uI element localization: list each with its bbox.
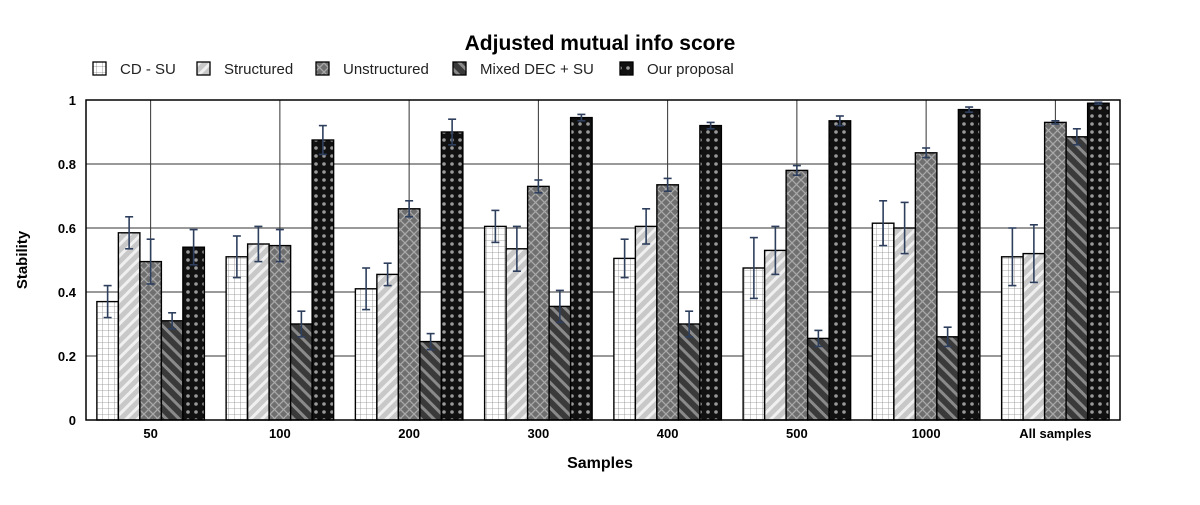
legend-swatch bbox=[452, 61, 467, 76]
bar-cd-su-400 bbox=[613, 257, 637, 421]
legend-swatch bbox=[315, 61, 330, 76]
bar-mixed-dec-su-300 bbox=[548, 305, 572, 421]
x-tick-label: 200 bbox=[398, 426, 420, 441]
x-axis-label: Samples bbox=[567, 455, 633, 472]
bar-our-proposal-300 bbox=[569, 116, 593, 421]
bar-mixed-dec-su-500 bbox=[806, 337, 830, 421]
y-tick-label: 0.6 bbox=[58, 221, 76, 236]
error-bars bbox=[103, 101, 1103, 351]
bar-unstructured-100 bbox=[268, 244, 292, 421]
plot-frame bbox=[85, 99, 1121, 421]
bar-our-proposal-200 bbox=[440, 131, 464, 421]
bar-our-proposal-1000 bbox=[957, 108, 981, 421]
y-tick-label: 0 bbox=[69, 413, 76, 428]
x-axis-ticks: 50 100 200 300 400 500 1000 All samples bbox=[143, 426, 1091, 441]
bar-cd-su-50 bbox=[96, 300, 120, 421]
bars bbox=[96, 102, 1110, 421]
legend-swatch bbox=[619, 61, 634, 76]
legend-label: Mixed DEC + SU bbox=[480, 61, 594, 78]
bar-mixed-dec-su-100 bbox=[289, 323, 313, 421]
bar-cd-su-100 bbox=[225, 256, 249, 421]
bar-unstructured-1000 bbox=[914, 152, 938, 421]
legend-swatch bbox=[196, 61, 211, 76]
bar-unstructured-50 bbox=[139, 260, 163, 421]
bar-structured-200 bbox=[376, 273, 400, 421]
bar-unstructured-400 bbox=[656, 184, 680, 421]
bar-unstructured-300 bbox=[526, 185, 550, 421]
bar-our-proposal-100 bbox=[311, 139, 335, 421]
y-tick-label: 0.8 bbox=[58, 157, 76, 172]
legend-label: Our proposal bbox=[647, 61, 734, 78]
bar-mixed-dec-su-50 bbox=[160, 320, 184, 421]
legend-label: Structured bbox=[224, 61, 293, 78]
legend: CD - SU Structured Unstructured Mixed DEC +… bbox=[92, 61, 734, 78]
chart-title: Adjusted mutual info score bbox=[465, 32, 736, 55]
bar-unstructured-all-samples bbox=[1043, 121, 1067, 421]
bar-mixed-dec-su-1000 bbox=[936, 336, 960, 421]
y-tick-label: 0.2 bbox=[58, 349, 76, 364]
bar-cd-su-300 bbox=[483, 225, 507, 421]
bar-mixed-dec-su-400 bbox=[677, 323, 701, 421]
x-tick-label: 300 bbox=[528, 426, 550, 441]
bar-cd-su-1000 bbox=[871, 222, 895, 421]
x-tick-label: All samples bbox=[1019, 426, 1091, 441]
bar-our-proposal-all-samples bbox=[1086, 102, 1110, 421]
bar-structured-500 bbox=[763, 249, 787, 421]
bar-mixed-dec-su-200 bbox=[419, 340, 443, 421]
x-tick-label: 100 bbox=[269, 426, 291, 441]
legend-swatch bbox=[92, 61, 107, 76]
x-tick-label: 500 bbox=[786, 426, 808, 441]
y-tick-label: 1 bbox=[69, 93, 76, 108]
bar-our-proposal-500 bbox=[828, 120, 852, 421]
bar-structured-50 bbox=[117, 232, 141, 421]
bar-structured-1000 bbox=[893, 227, 917, 421]
bar-unstructured-200 bbox=[397, 208, 421, 421]
x-tick-label: 50 bbox=[143, 426, 157, 441]
x-tick-label: 1000 bbox=[912, 426, 941, 441]
bar-structured-400 bbox=[634, 225, 658, 421]
bar-unstructured-500 bbox=[785, 169, 809, 421]
legend-label: CD - SU bbox=[120, 61, 176, 78]
bar-mixed-dec-su-all-samples bbox=[1065, 136, 1089, 421]
y-tick-label: 0.4 bbox=[58, 285, 77, 300]
x-tick-label: 400 bbox=[657, 426, 679, 441]
legend-label: Unstructured bbox=[343, 61, 429, 78]
bar-structured-300 bbox=[505, 248, 529, 421]
y-axis-ticks: 0 0.2 0.4 0.6 0.8 1 bbox=[58, 93, 77, 428]
bar-our-proposal-400 bbox=[699, 124, 723, 421]
bar-structured-100 bbox=[246, 243, 270, 421]
y-axis-label: Stability bbox=[14, 230, 31, 289]
bar-our-proposal-50 bbox=[182, 246, 206, 421]
